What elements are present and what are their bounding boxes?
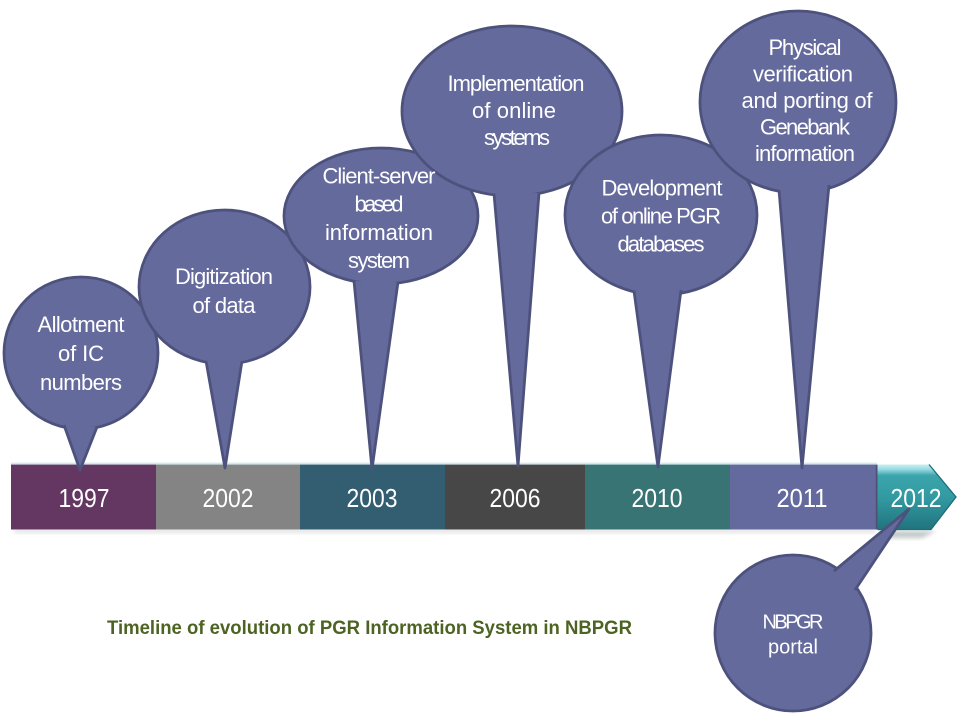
svg-text:Implementation: Implementation (448, 71, 585, 96)
svg-text:NBPGR: NBPGR (763, 612, 824, 634)
svg-text:information: information (755, 141, 855, 166)
svg-text:databases: databases (618, 232, 705, 257)
svg-text:of IC: of IC (58, 341, 104, 366)
svg-text:of online: of online (472, 98, 556, 123)
svg-text:Physical: Physical (769, 35, 842, 60)
svg-text:2010: 2010 (632, 483, 683, 513)
svg-text:based: based (355, 192, 404, 217)
svg-text:Genebank: Genebank (760, 115, 851, 140)
svg-text:2011: 2011 (777, 483, 828, 513)
svg-text:Development: Development (602, 176, 723, 201)
svg-text:systems: systems (484, 125, 550, 150)
svg-text:of data: of data (193, 293, 257, 318)
svg-text:information: information (325, 220, 433, 245)
svg-text:2012: 2012 (891, 483, 942, 513)
svg-text:2006: 2006 (490, 483, 541, 513)
svg-text:Allotment: Allotment (38, 312, 125, 337)
svg-text:1997: 1997 (59, 483, 110, 513)
svg-text:verification: verification (753, 62, 853, 87)
svg-text:portal: portal (768, 637, 818, 659)
svg-text:and porting of: and porting of (742, 88, 874, 113)
svg-text:system: system (348, 248, 410, 273)
svg-text:of online PGR: of online PGR (601, 204, 721, 229)
svg-text:Timeline of evolution of PGR I: Timeline of evolution of PGR Information… (107, 617, 632, 639)
svg-text:2003: 2003 (347, 483, 398, 513)
svg-text:Client-server: Client-server (323, 164, 436, 189)
svg-text:numbers: numbers (40, 370, 122, 395)
svg-text:2002: 2002 (203, 483, 254, 513)
svg-text:Digitization: Digitization (175, 264, 273, 289)
